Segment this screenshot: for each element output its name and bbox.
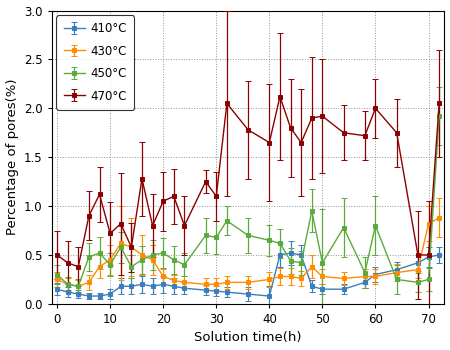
Y-axis label: Percentage of pores(%): Percentage of pores(%) <box>5 79 18 236</box>
X-axis label: Solution time(h): Solution time(h) <box>194 331 302 344</box>
Legend: 410°C, 430°C, 450°C, 470°C: 410°C, 430°C, 450°C, 470°C <box>57 15 134 110</box>
